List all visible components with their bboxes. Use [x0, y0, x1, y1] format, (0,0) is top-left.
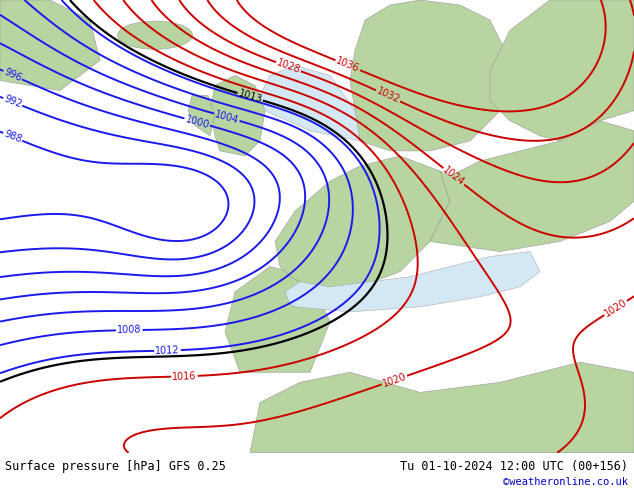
Polygon shape — [430, 121, 634, 251]
Text: 1032: 1032 — [375, 86, 401, 105]
Text: 992: 992 — [3, 94, 23, 110]
Polygon shape — [350, 0, 510, 151]
Polygon shape — [188, 96, 215, 136]
Text: 1012: 1012 — [155, 345, 180, 356]
Polygon shape — [0, 0, 100, 91]
Text: 996: 996 — [3, 67, 23, 83]
Text: 1008: 1008 — [117, 325, 141, 335]
Text: 1020: 1020 — [381, 371, 408, 389]
Text: Surface pressure [hPa] GFS 0.25: Surface pressure [hPa] GFS 0.25 — [5, 461, 226, 473]
Polygon shape — [260, 65, 360, 141]
Polygon shape — [225, 267, 330, 372]
Text: 1004: 1004 — [214, 109, 240, 125]
Text: 988: 988 — [3, 129, 23, 145]
Text: Tu 01-10-2024 12:00 UTC (00+156): Tu 01-10-2024 12:00 UTC (00+156) — [399, 461, 628, 473]
Text: 1013: 1013 — [237, 89, 263, 105]
Ellipse shape — [117, 21, 193, 49]
Polygon shape — [250, 362, 634, 453]
Text: 1028: 1028 — [275, 58, 302, 75]
Polygon shape — [490, 0, 634, 141]
Text: 1036: 1036 — [335, 56, 361, 74]
Text: 1020: 1020 — [602, 297, 629, 319]
Polygon shape — [275, 156, 450, 292]
Text: 1016: 1016 — [172, 371, 197, 382]
Text: ©weatheronline.co.uk: ©weatheronline.co.uk — [503, 477, 628, 487]
Polygon shape — [210, 75, 265, 156]
Polygon shape — [285, 251, 540, 312]
Text: 1024: 1024 — [441, 165, 467, 188]
Text: 1000: 1000 — [184, 114, 210, 130]
